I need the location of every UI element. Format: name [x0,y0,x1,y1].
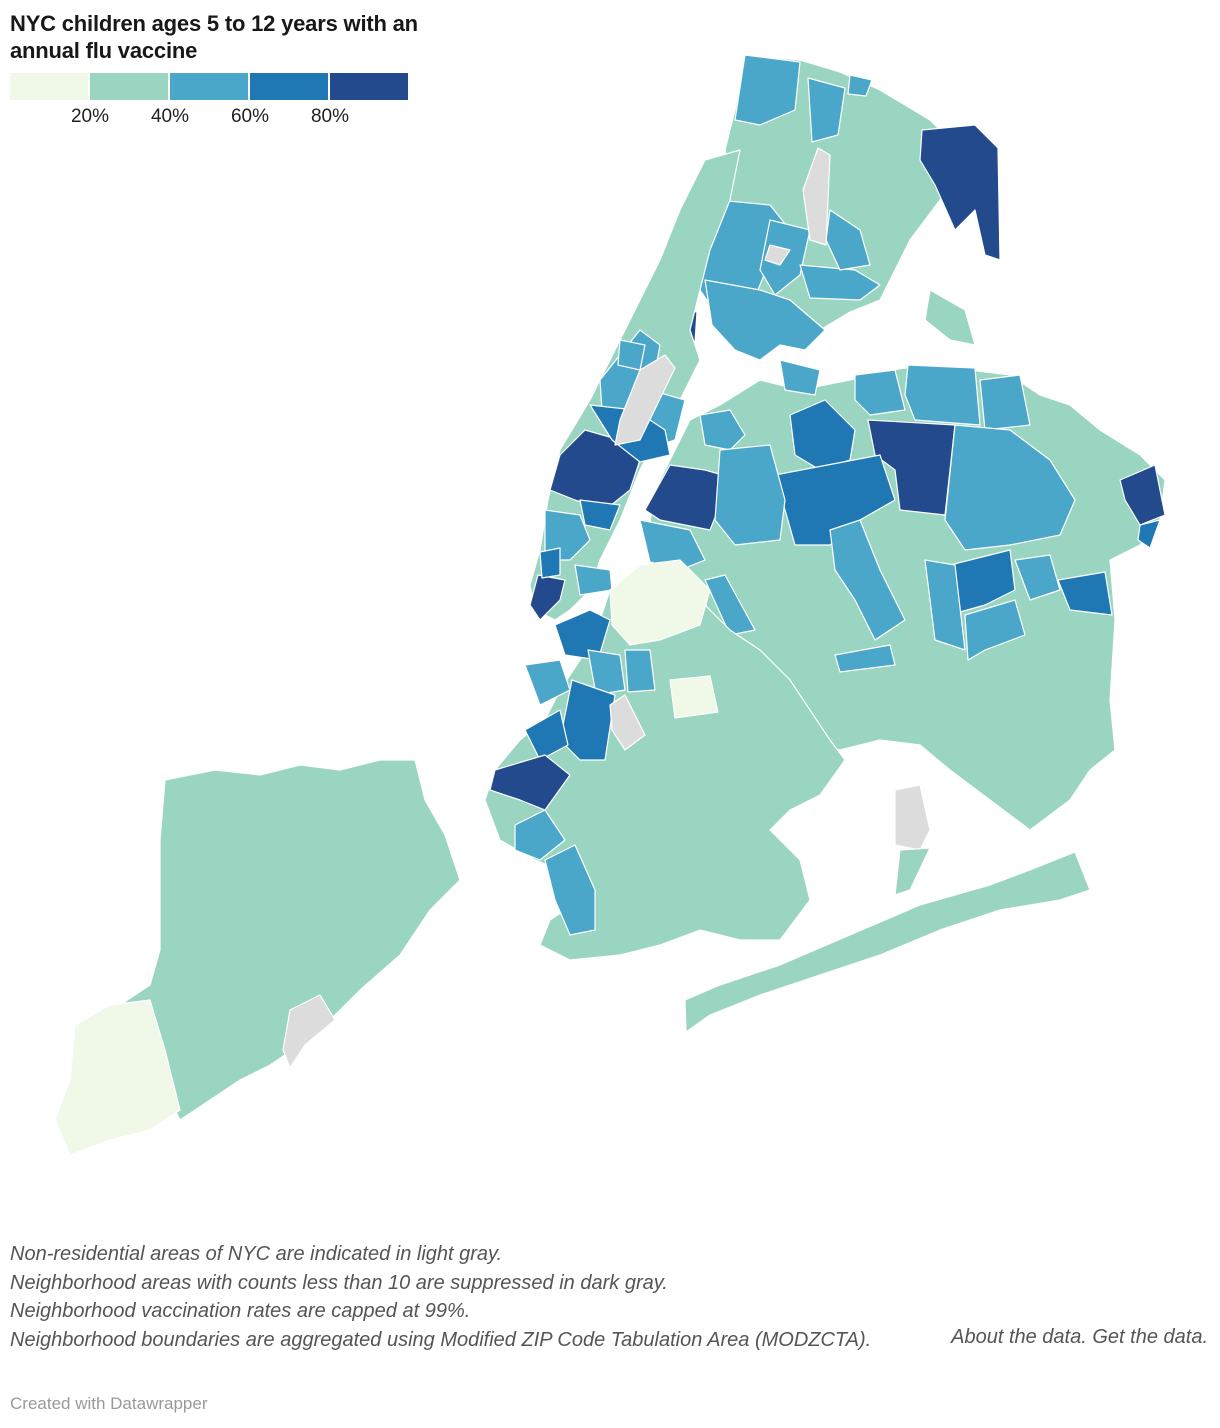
neighborhood-area[interactable] [924,289,976,346]
neighborhood-area[interactable] [554,609,611,661]
neighborhood-area[interactable] [714,444,786,546]
borough-brooklyn[interactable] [484,559,846,961]
neighborhood-area[interactable] [704,279,826,361]
neighborhood-area[interactable] [807,77,846,143]
non-residential-area [764,244,791,266]
neighborhood-area[interactable] [574,564,613,596]
about-the-data-link[interactable]: About the data. [951,1326,1087,1348]
datawrapper-credit[interactable]: Created with Datawrapper [10,1394,208,1413]
neighborhood-area[interactable] [1057,571,1113,616]
neighborhood-area[interactable] [704,574,756,636]
legend-tick-60: 60% [230,106,270,127]
non-residential-area [802,147,831,246]
note-capped: Neighborhood vaccination rates are cappe… [10,1300,471,1322]
neighborhood-area[interactable] [734,54,801,126]
footnotes: Non-residential areas of NYC are indicat… [10,1240,1210,1354]
legend-tick-80: 80% [310,106,350,127]
neighborhood-area[interactable] [684,851,1091,1033]
map-title: NYC children ages 5 to 12 years with an … [10,11,418,63]
neighborhood-area[interactable] [514,809,566,861]
neighborhood-area[interactable] [834,644,896,673]
neighborhood-area[interactable] [789,399,856,471]
neighborhood-area[interactable] [924,559,966,651]
legend-tick-40: 40% [150,106,190,127]
neighborhood-area[interactable] [829,519,906,641]
note-non-residential: Non-residential areas of NYC are indicat… [10,1243,503,1265]
neighborhood-area[interactable] [1119,464,1166,526]
neighborhood-area[interactable] [524,709,569,761]
neighborhood-area[interactable] [669,675,719,719]
neighborhood-area[interactable] [529,574,566,621]
neighborhood-area[interactable] [609,559,711,646]
neighborhood-area[interactable] [699,409,746,451]
neighborhood-area[interactable] [624,649,656,693]
nyc-choropleth-map[interactable] [0,40,1220,1200]
legend-swatch-20-40 [90,73,168,100]
non-residential-area [609,694,646,751]
neighborhood-area[interactable] [944,424,1076,551]
neighborhood-area[interactable] [587,649,626,696]
neighborhood-area[interactable] [54,999,181,1156]
neighborhood-area[interactable] [1137,519,1161,549]
neighborhood-area[interactable] [779,359,821,396]
neighborhood-area[interactable] [964,599,1026,661]
neighborhood-area[interactable] [617,339,646,371]
borough-bronx[interactable] [679,54,1001,361]
borough-staten-island[interactable] [54,759,461,1156]
non-residential-area [282,994,336,1069]
neighborhood-area[interactable] [979,374,1031,431]
non-residential-area [894,784,931,851]
neighborhood-area[interactable] [579,499,621,531]
neighborhood-area[interactable] [539,547,561,579]
legend-swatch-40-60 [170,73,248,100]
non-residential-area [614,354,676,446]
neighborhood-area[interactable] [894,847,931,896]
legend-swatch-80-100 [330,73,408,100]
data-links: About the data. Get the data. [951,1326,1208,1349]
legend-swatch-60-80 [250,73,328,100]
get-the-data-link[interactable]: Get the data. [1092,1326,1208,1348]
neighborhood-area[interactable] [854,369,906,416]
neighborhood-area[interactable] [919,124,1001,261]
borough-manhattan[interactable] [529,149,741,621]
neighborhood-area[interactable] [847,74,873,97]
legend-tick-20: 20% [70,106,110,127]
neighborhood-area[interactable] [904,364,981,426]
neighborhood-area[interactable] [544,844,596,936]
legend-swatch-0-20 [10,73,88,100]
neighborhood-area[interactable] [639,519,706,571]
note-boundaries: Neighborhood boundaries are aggregated u… [10,1328,872,1351]
note-suppressed: Neighborhood areas with counts less than… [10,1271,668,1294]
color-legend: 20% 40% 60% 80% [10,73,410,133]
neighborhood-area[interactable] [1014,554,1061,601]
